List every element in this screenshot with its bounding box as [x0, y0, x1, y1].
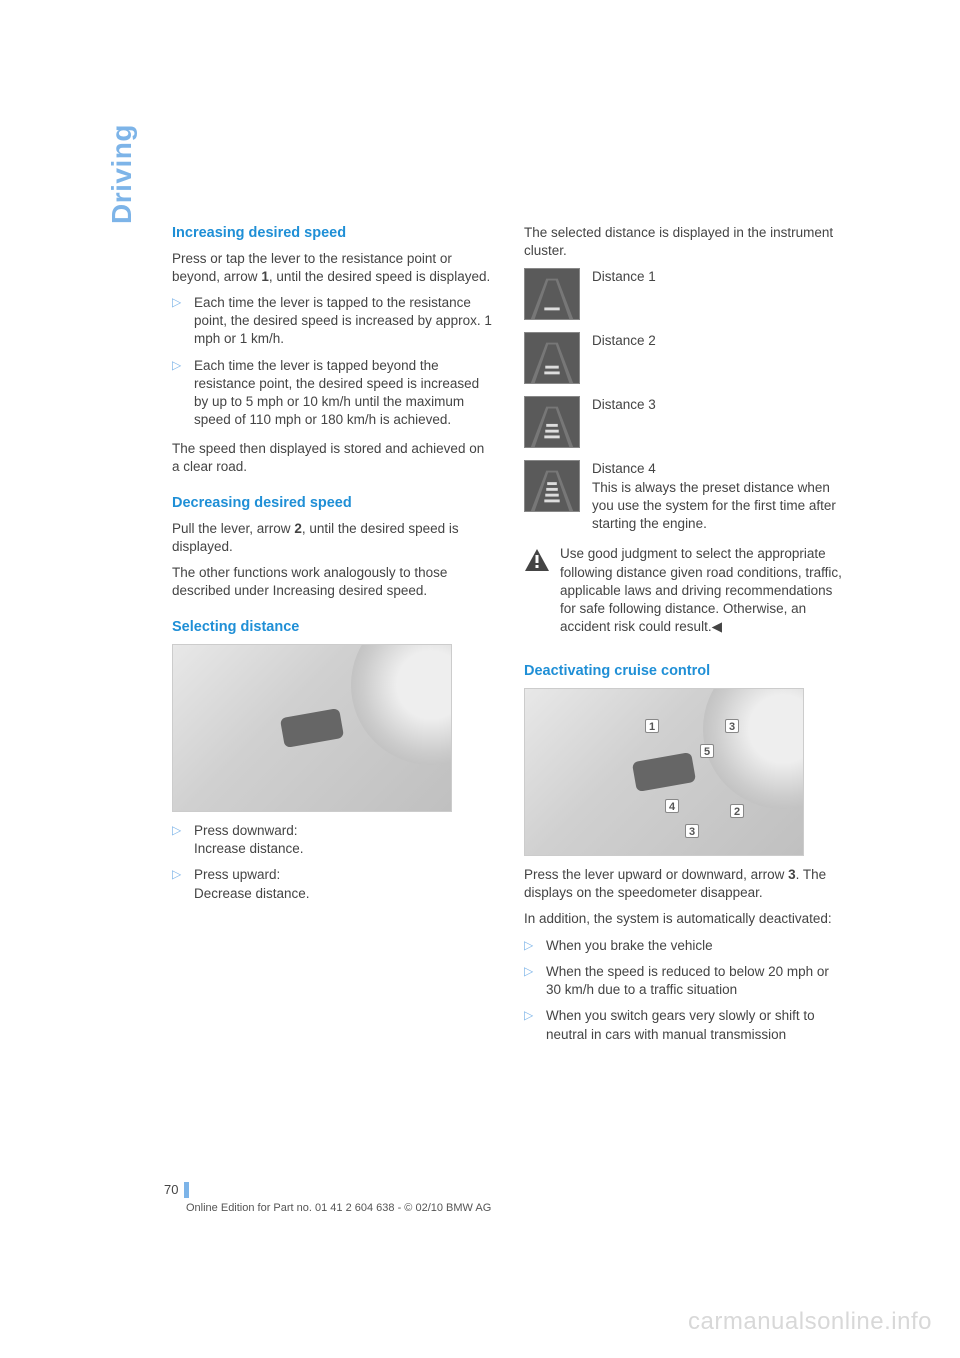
distance-icon-4	[524, 460, 580, 512]
page-number-block: 70	[164, 1182, 189, 1198]
para: Pull the lever, arrow 2, until the desir…	[172, 520, 492, 556]
distance-row-3: Distance 3	[524, 396, 844, 448]
heading-deactivating: Deactivating cruise control	[524, 662, 844, 682]
steering-wheel-graphic	[351, 644, 452, 765]
steering-wheel-graphic	[703, 688, 804, 809]
callout-4: 4	[665, 799, 679, 813]
section-label: Driving	[106, 124, 138, 224]
distance-label-with-note: Distance 4 This is always the preset dis…	[592, 460, 844, 533]
bullet-list: Press downward: Increase distance. Press…	[172, 822, 492, 903]
text: Use good judgment to select the appropri…	[560, 546, 842, 634]
distance-row-4: Distance 4 This is always the preset dis…	[524, 460, 844, 533]
warning-text: Use good judgment to select the appropri…	[560, 545, 844, 636]
lever-graphic	[280, 708, 344, 748]
distance-icon-2	[524, 332, 580, 384]
page-content: Increasing desired speed Press or tap th…	[112, 224, 844, 1054]
text: Pull the lever, arrow	[172, 521, 294, 536]
list-item: When you switch gears very slowly or shi…	[524, 1007, 844, 1043]
page-number: 70	[164, 1182, 178, 1197]
list-item: When you brake the vehicle	[524, 937, 844, 955]
distance-icon-3	[524, 396, 580, 448]
heading-decreasing-speed: Decreasing desired speed	[172, 494, 492, 514]
distance-label: Distance 4	[592, 461, 656, 476]
end-mark-icon: ◀	[712, 619, 722, 634]
distance-note: This is always the preset distance when …	[592, 480, 836, 531]
distance-label: Distance 2	[592, 332, 844, 350]
warning-icon	[524, 547, 550, 573]
bullet-list: When you brake the vehicle When the spee…	[524, 937, 844, 1044]
distance-label: Distance 3	[592, 396, 844, 414]
para: Press or tap the lever to the resistance…	[172, 250, 492, 286]
para: The speed then displayed is stored and a…	[172, 440, 492, 476]
heading-selecting-distance: Selecting distance	[172, 618, 492, 638]
callout-5: 5	[700, 744, 714, 758]
list-item: Press upward: Decrease distance.	[172, 866, 492, 902]
footer-text: Online Edition for Part no. 01 41 2 604 …	[186, 1202, 491, 1214]
arrow-ref-2: 2	[294, 521, 302, 536]
callout-2: 2	[730, 804, 744, 818]
heading-increasing-speed: Increasing desired speed	[172, 224, 492, 244]
figure-lever-distance	[172, 644, 452, 812]
arrow-ref-3: 3	[788, 867, 796, 882]
arrow-ref-1: 1	[261, 269, 269, 284]
distance-row-1: Distance 1	[524, 268, 844, 320]
para: Press the lever upward or downward, arro…	[524, 866, 844, 902]
watermark: carmanualsonline.info	[688, 1308, 932, 1336]
page-number-bar	[184, 1182, 189, 1198]
list-item: Each time the lever is tapped to the res…	[172, 294, 492, 349]
text: , until the desired speed is displayed.	[269, 269, 490, 284]
right-column: The selected distance is displayed in th…	[524, 224, 844, 1054]
para: The other functions work analogously to …	[172, 564, 492, 600]
list-item: Press downward: Increase distance.	[172, 822, 492, 858]
para: In addition, the system is automatically…	[524, 910, 844, 928]
para: The selected distance is displayed in th…	[524, 224, 844, 260]
callout-3b: 3	[685, 824, 699, 838]
callout-3: 3	[725, 719, 739, 733]
list-item: Each time the lever is tapped beyond the…	[172, 357, 492, 430]
figure-lever-deactivate: 1 3 5 4 2 3	[524, 688, 804, 856]
lever-graphic	[632, 752, 696, 792]
text: Press the lever upward or downward, arro…	[524, 867, 788, 882]
list-item: When the speed is reduced to below 20 mp…	[524, 963, 844, 999]
distance-label: Distance 1	[592, 268, 844, 286]
left-column: Increasing desired speed Press or tap th…	[172, 224, 492, 1054]
distance-row-2: Distance 2	[524, 332, 844, 384]
callout-1: 1	[645, 719, 659, 733]
distance-icon-1	[524, 268, 580, 320]
warning-block: Use good judgment to select the appropri…	[524, 545, 844, 644]
bullet-list: Each time the lever is tapped to the res…	[172, 294, 492, 430]
